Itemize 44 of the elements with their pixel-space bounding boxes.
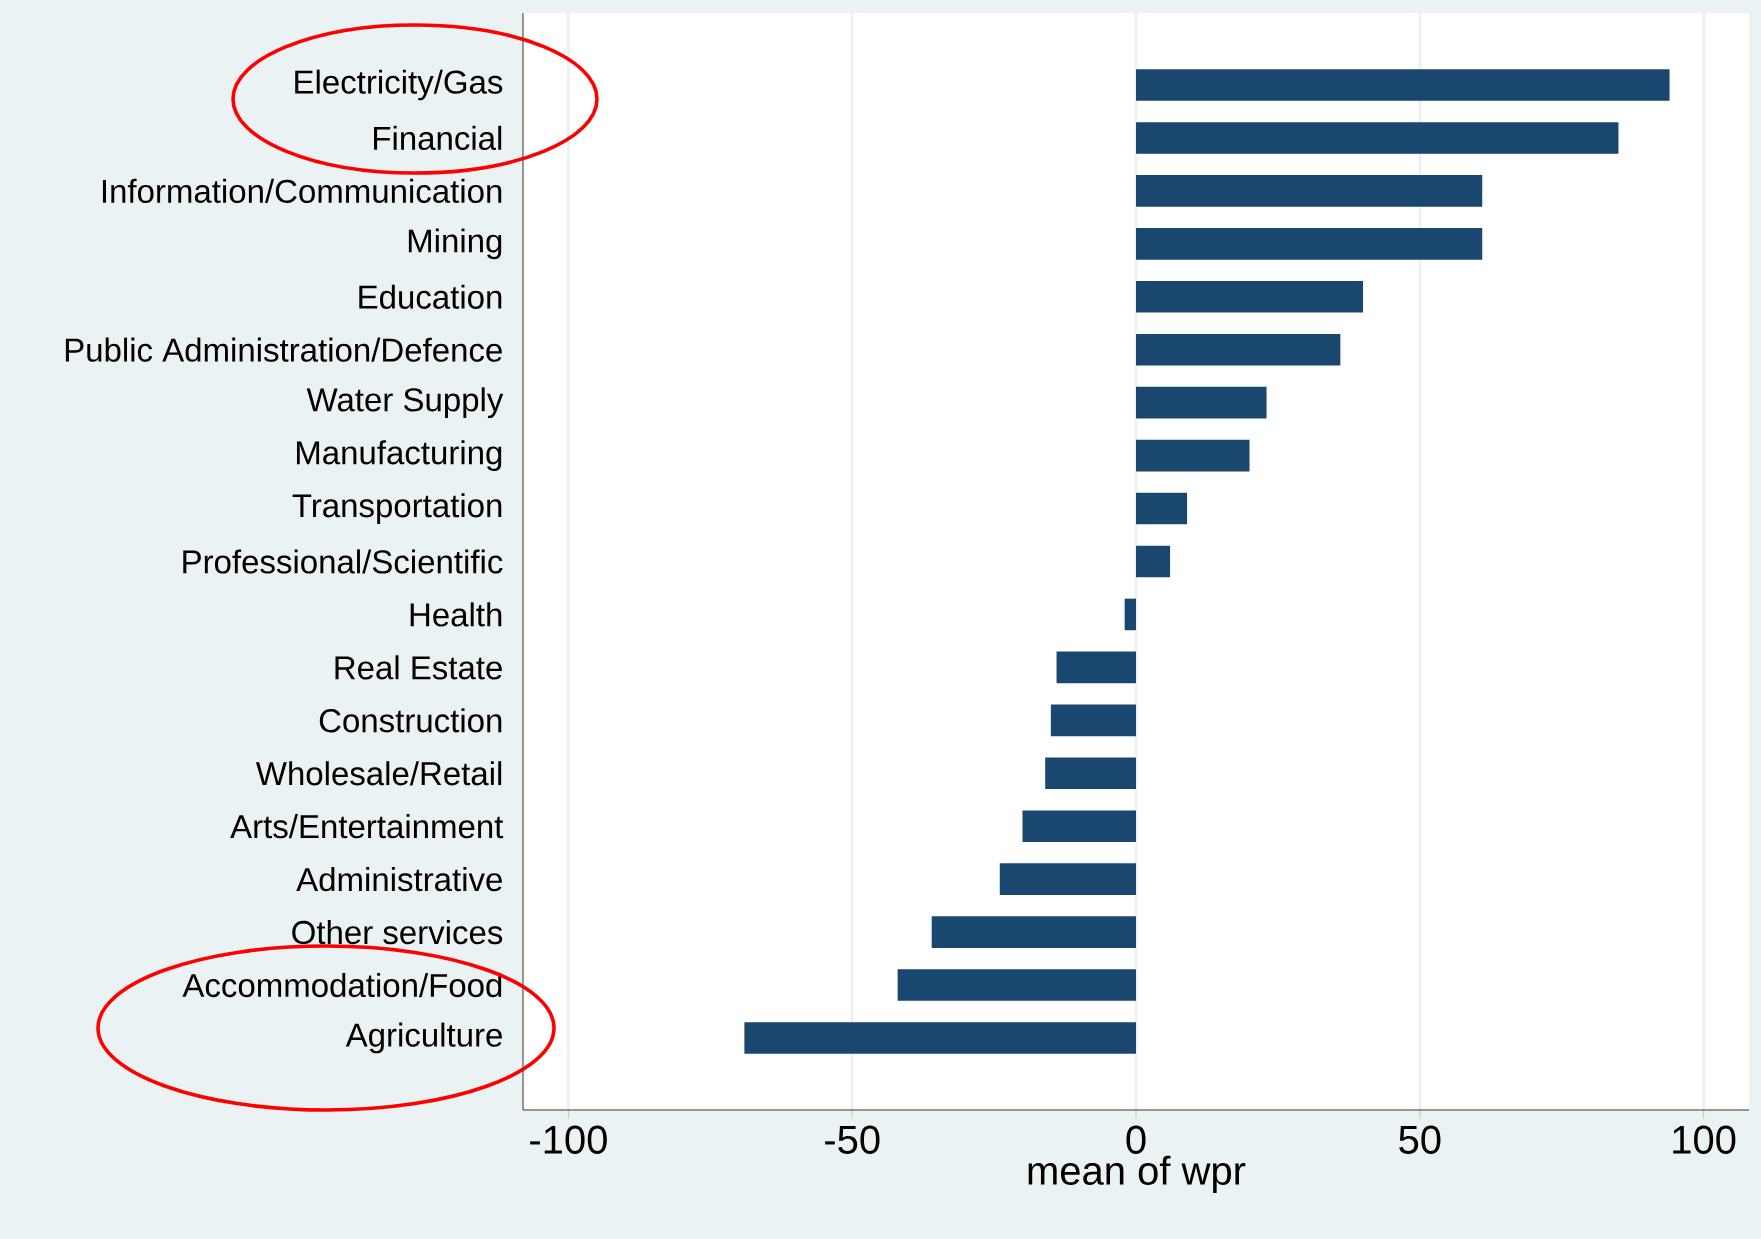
y-tick-label: Accommodation/Food xyxy=(182,972,502,998)
y-tick-label: Education xyxy=(359,284,502,309)
bar xyxy=(1136,69,1670,101)
bar xyxy=(1045,757,1137,790)
x-axis-title: mean of wpr xyxy=(1028,1155,1246,1193)
y-tick-label: Other services xyxy=(292,920,503,945)
y-tick-label: Mining xyxy=(408,228,502,260)
bar xyxy=(1136,492,1188,525)
y-tick-label: Water Supply xyxy=(306,387,504,419)
x-tick-label: 0 xyxy=(1126,1125,1146,1154)
y-tick-label: Professional/Scientific xyxy=(183,549,503,574)
y-tick-label: Health xyxy=(410,602,502,627)
y-tick-label: Administrative xyxy=(296,867,502,892)
bar xyxy=(1136,280,1364,313)
y-tick-label: Wholesale/Retail xyxy=(255,761,502,786)
x-tick-label: -100 xyxy=(530,1125,607,1154)
bar xyxy=(744,1022,1137,1054)
bar xyxy=(897,969,1137,1001)
bar xyxy=(1136,333,1341,366)
bar xyxy=(1022,810,1137,843)
bar xyxy=(1050,704,1137,737)
bar xyxy=(931,916,1137,948)
y-tick-label: Public Administration/Defence xyxy=(65,337,502,362)
bar xyxy=(1136,386,1267,419)
bar xyxy=(1136,439,1250,472)
x-tick-label: -50 xyxy=(825,1125,880,1154)
y-tick-label: Manufacturing xyxy=(296,440,502,471)
y-tick-label: Transportation xyxy=(292,493,502,524)
y-tick-label: Electricity/Gas xyxy=(295,69,503,101)
bar xyxy=(1136,122,1619,154)
bar xyxy=(1124,598,1137,631)
y-tick-label: Construction xyxy=(319,708,502,733)
y-tick-label: Agriculture xyxy=(345,1022,502,1054)
bar xyxy=(1136,545,1171,578)
x-tick-label: 100 xyxy=(1673,1125,1736,1154)
bar xyxy=(999,863,1137,895)
bar xyxy=(1056,651,1137,684)
x-tick-label: 50 xyxy=(1399,1125,1441,1154)
y-tick-label: Real Estate xyxy=(335,655,502,680)
bar xyxy=(1136,175,1483,207)
bar xyxy=(1136,228,1483,260)
y-tick-label: Information/Communication xyxy=(102,178,502,203)
y-tick-label: Financial xyxy=(374,125,502,151)
y-tick-label: Arts/Entertainment xyxy=(230,814,504,839)
